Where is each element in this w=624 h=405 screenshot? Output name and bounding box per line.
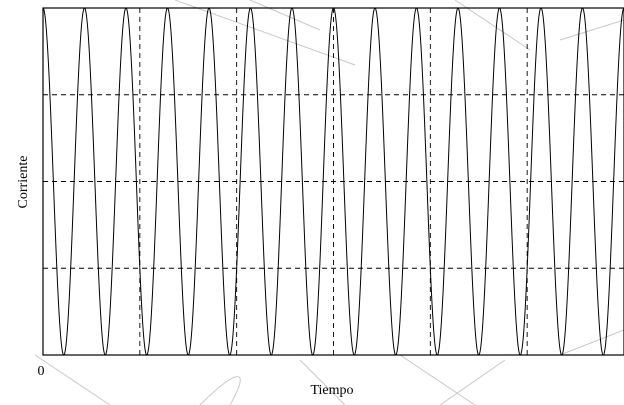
grid bbox=[43, 8, 624, 355]
y-axis-label: Corriente bbox=[16, 156, 31, 209]
x-axis-label: Tiempo bbox=[310, 383, 353, 398]
x-tick-label-0: 0 bbox=[38, 364, 45, 379]
plot-frame bbox=[42, 7, 624, 356]
